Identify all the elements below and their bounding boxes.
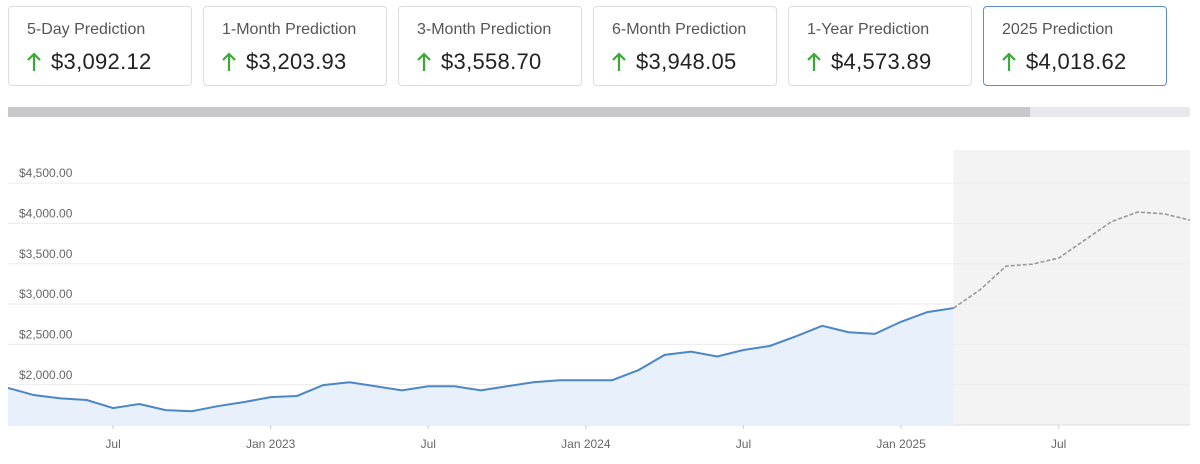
prediction-card[interactable]: 2025 Prediction $4,018.62 <box>983 6 1167 86</box>
up-arrow <box>27 52 41 71</box>
card-value: $3,558.70 <box>441 49 542 74</box>
arrow-shape <box>222 52 236 71</box>
card-value: $3,092.12 <box>51 49 152 74</box>
card-value: $4,018.62 <box>1026 49 1127 74</box>
card-label: 5-Day Prediction <box>27 21 146 38</box>
arrow-shape <box>27 52 41 71</box>
cards: 5-Day Prediction $3,092.12 1-Month Predict… <box>8 6 1167 86</box>
area <box>8 308 954 425</box>
up-arrow <box>1002 52 1016 71</box>
card-value-row: $3,092.12 <box>27 49 191 75</box>
x-tick-label: Jan 2024 <box>561 437 611 451</box>
card-value: $3,948.05 <box>636 49 737 74</box>
card-value-row: $4,018.62 <box>1002 49 1166 75</box>
prediction-card[interactable]: 6-Month Prediction $3,948.05 <box>593 6 777 86</box>
card-value-row: $4,573.89 <box>807 49 971 75</box>
y-tick-label: $2,000.00 <box>19 368 73 382</box>
arrow-shape <box>612 52 626 71</box>
scrollbar[interactable] <box>8 107 1190 117</box>
card-value-row: $3,203.93 <box>222 49 386 75</box>
arrow-shape <box>807 52 821 71</box>
arrow-shape <box>417 52 431 71</box>
x-tick-label: Jul <box>736 437 751 451</box>
card-label: 3-Month Prediction <box>417 21 552 38</box>
prediction-card[interactable]: 5-Day Prediction $3,092.12 <box>8 6 192 86</box>
card-label: 1-Year Prediction <box>807 21 930 38</box>
up-arrow <box>612 52 626 71</box>
x-tick-label: Jul <box>1051 437 1066 451</box>
card-label: 6-Month Prediction <box>612 21 747 38</box>
card-value: $4,573.89 <box>831 49 932 74</box>
up-arrow <box>807 52 821 71</box>
card-label: 1-Month Prediction <box>222 21 357 38</box>
x-tick-label: Jul <box>105 437 120 451</box>
prediction-card[interactable]: 1-Month Prediction $3,203.93 <box>203 6 387 86</box>
up-arrow <box>417 52 431 71</box>
prediction-card[interactable]: 3-Month Prediction $3,558.70 <box>398 6 582 86</box>
forecast-region <box>953 150 1190 425</box>
card-value-row: $3,948.05 <box>612 49 776 75</box>
x-tick-label: Jul <box>421 437 436 451</box>
x-tick-label: Jan 2023 <box>246 437 296 451</box>
card-value-row: $3,558.70 <box>417 49 581 75</box>
card-label: 2025 Prediction <box>1002 21 1114 38</box>
up-arrow <box>222 52 236 71</box>
y-tick-label: $3,500.00 <box>19 247 73 261</box>
y-tick-label: $4,000.00 <box>19 207 73 221</box>
series-line <box>7 307 954 413</box>
y-tick-label: $3,000.00 <box>19 287 73 301</box>
y-tick-label: $4,500.00 <box>19 166 73 180</box>
card-value: $3,203.93 <box>246 49 347 74</box>
y-tick-label: $2,500.00 <box>19 328 73 342</box>
scroll-thumb[interactable] <box>8 107 1030 117</box>
arrow-shape <box>1002 52 1016 71</box>
x-tick-label: Jan 2025 <box>876 437 926 451</box>
series-line <box>953 211 1191 309</box>
prediction-card[interactable]: 1-Year Prediction $4,573.89 <box>788 6 972 86</box>
